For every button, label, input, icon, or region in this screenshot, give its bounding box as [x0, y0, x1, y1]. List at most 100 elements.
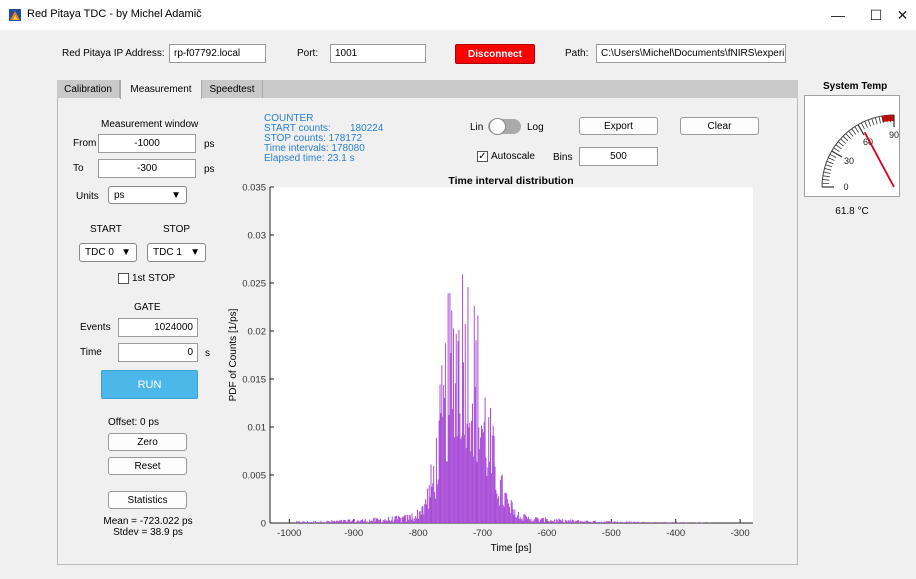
from-unit: ps — [204, 139, 215, 150]
counter-title: COUNTER — [264, 113, 314, 124]
time-intervals-text: Time intervals: 178080 — [264, 143, 365, 154]
port-label: Port: — [297, 48, 319, 59]
x-tick-label: -400 — [666, 528, 685, 539]
port-input[interactable]: 1001 — [330, 44, 426, 63]
from-input[interactable]: -1000 — [98, 134, 196, 153]
chevron-down-icon: ▼ — [171, 189, 181, 201]
run-button[interactable]: RUN — [101, 370, 198, 399]
gauge-tick — [886, 115, 888, 123]
x-axis-label: Time [ps] — [491, 543, 532, 554]
gauge-tick — [824, 167, 832, 171]
path-input[interactable]: C:\Users\Michel\Documents\fNIRS\experim — [596, 44, 786, 63]
clear-button[interactable]: Clear — [680, 117, 759, 135]
x-tick-label: -500 — [602, 528, 621, 539]
events-input[interactable]: 1024000 — [118, 318, 198, 337]
gate-heading: GATE — [134, 302, 161, 313]
gauge-tick — [882, 115, 885, 123]
x-tick-label: -800 — [409, 528, 428, 539]
y-tick-label: 0.03 — [248, 231, 267, 242]
gauge-tick — [825, 164, 833, 168]
time-unit: s — [205, 348, 210, 359]
to-input[interactable]: -300 — [98, 159, 196, 178]
mean-text: Mean = -723.022 ps — [103, 516, 193, 527]
y-axis-label: PDF of Counts [1/ps] — [228, 308, 239, 401]
time-input[interactable]: 0 — [118, 343, 198, 362]
minimize-button[interactable]: — — [831, 7, 845, 23]
start-channel-dropdown[interactable]: TDC 0 ▼ — [79, 243, 137, 262]
scale-toggle-knob[interactable] — [489, 118, 506, 135]
gauge-warning-zone — [881, 115, 895, 123]
lin-label: Lin — [470, 122, 484, 133]
x-tick-label: -1000 — [277, 528, 301, 539]
time-label: Time — [80, 347, 102, 358]
start-counts-value: 180224 — [350, 123, 384, 134]
tab-calibration[interactable]: Calibration — [57, 80, 120, 98]
chevron-down-icon: ▼ — [121, 247, 131, 258]
gauge-tick — [867, 119, 872, 127]
first-stop-checkbox[interactable] — [118, 273, 129, 284]
zero-button[interactable]: Zero — [108, 433, 187, 451]
gauge-label: 0 — [843, 182, 848, 192]
autoscale-checkbox[interactable]: ✓ — [477, 151, 488, 162]
ip-address-input[interactable]: rp-f07792.local — [169, 44, 266, 63]
first-stop-label: 1st STOP — [132, 273, 176, 284]
units-label: Units — [76, 191, 99, 202]
gauge-scale: 0 30 60 90 — [821, 114, 899, 192]
gauge-tick — [833, 147, 840, 152]
gauge-tick — [851, 128, 857, 135]
gauge-label: 30 — [844, 156, 854, 166]
offset-text: Offset: 0 ps — [108, 417, 159, 428]
bins-label: Bins — [553, 152, 573, 163]
disconnect-button[interactable]: Disconnect — [455, 44, 535, 64]
gauge-tick — [826, 160, 834, 165]
units-dropdown[interactable]: ps ▼ — [108, 186, 187, 204]
ip-address-label: Red Pitaya IP Address: — [62, 48, 165, 59]
x-tick-label: -300 — [731, 528, 750, 539]
from-label: From — [73, 138, 97, 149]
window-title: Red Pitaya TDC - by Michel Adamič — [27, 8, 202, 20]
gauge-tick — [837, 141, 844, 147]
x-tick-label: -700 — [473, 528, 492, 539]
reset-button[interactable]: Reset — [108, 457, 187, 475]
gauge-tick — [840, 138, 846, 144]
gauge-tick — [823, 171, 831, 174]
autoscale-label: Autoscale — [491, 151, 535, 162]
start-counts-label: START counts: — [264, 123, 331, 134]
gauge-tick — [835, 144, 842, 150]
gauge-label: 90 — [889, 130, 899, 140]
start-channel-value: TDC 0 — [85, 247, 114, 258]
gauge-tick — [860, 122, 865, 130]
stop-channel-dropdown[interactable]: TDC 1 ▼ — [147, 243, 206, 262]
bins-input[interactable]: 500 — [579, 147, 658, 166]
maximize-button[interactable]: ☐ — [869, 6, 883, 23]
measurement-window-heading: Measurement window — [101, 119, 199, 130]
gauge-tick — [874, 117, 878, 125]
gauge-tick — [822, 175, 830, 178]
units-value: ps — [114, 189, 125, 201]
statistics-button[interactable]: Statistics — [108, 491, 187, 509]
y-tick-label: 0 — [261, 519, 266, 530]
chart-title: Time interval distribution — [448, 175, 573, 187]
y-tick-label: 0.035 — [242, 183, 266, 194]
temperature-gauge: 0 30 60 90 — [804, 95, 900, 197]
export-button[interactable]: Export — [579, 117, 658, 135]
gauge-tick — [842, 135, 849, 142]
tab-speedtest[interactable]: Speedtest — [202, 80, 263, 98]
stop-channel-value: TDC 1 — [153, 247, 182, 258]
plot-area — [270, 187, 753, 523]
close-button[interactable]: ✕ — [896, 6, 909, 23]
gauge-tick — [845, 133, 851, 139]
gauge-tick — [871, 118, 875, 126]
gauge-needle — [863, 131, 895, 188]
app-icon — [9, 9, 21, 21]
gauge-label: 60 — [863, 137, 873, 147]
gauge-tick — [848, 130, 854, 137]
elapsed-time-text: Elapsed time: 23.1 s — [264, 153, 355, 164]
y-tick-label: 0.015 — [242, 375, 266, 386]
path-label: Path: — [565, 48, 589, 59]
stop-counts-text: STOP counts: 178172 — [264, 133, 363, 144]
start-label: START — [90, 224, 122, 235]
x-tick-label: -900 — [344, 528, 363, 539]
tab-measurement[interactable]: Measurement — [120, 80, 202, 99]
